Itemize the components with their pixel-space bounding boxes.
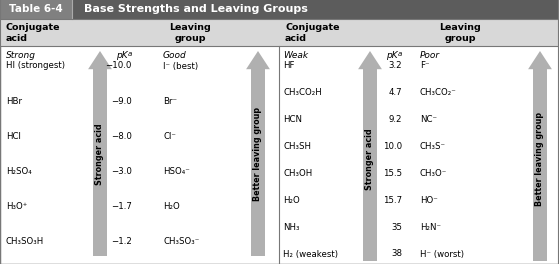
Text: 38: 38: [391, 249, 402, 258]
Text: pK: pK: [386, 51, 397, 60]
Text: 15.7: 15.7: [383, 196, 402, 205]
Text: H₂N⁻: H₂N⁻: [420, 223, 441, 232]
Bar: [0, 19, 559, 46]
Text: Br⁻: Br⁻: [163, 97, 177, 106]
Text: I⁻ (best): I⁻ (best): [163, 62, 198, 70]
Text: Leaving
group: Leaving group: [169, 23, 211, 43]
Polygon shape: [88, 51, 112, 256]
Text: a: a: [398, 50, 402, 56]
Text: HBr: HBr: [6, 97, 22, 106]
Text: 15.5: 15.5: [383, 169, 402, 178]
Text: HSO₄⁻: HSO₄⁻: [163, 167, 190, 176]
Text: H₂O: H₂O: [163, 202, 180, 211]
Text: Base Strengths and Leaving Groups: Base Strengths and Leaving Groups: [84, 4, 308, 15]
Text: CH₃SO₃H: CH₃SO₃H: [6, 238, 44, 247]
Text: Stronger acid: Stronger acid: [366, 128, 375, 190]
Text: 4.7: 4.7: [389, 88, 402, 97]
Text: CH₃S⁻: CH₃S⁻: [420, 142, 446, 151]
Text: Leaving
group: Leaving group: [439, 23, 481, 43]
Text: −9.0: −9.0: [111, 97, 132, 106]
Text: H₂ (weakest): H₂ (weakest): [283, 249, 338, 258]
Text: Better leaving group: Better leaving group: [536, 112, 544, 206]
Text: Poor: Poor: [420, 51, 440, 60]
Text: 9.2: 9.2: [389, 115, 402, 124]
Text: HCN: HCN: [283, 115, 302, 124]
Text: pK: pK: [116, 51, 127, 60]
Polygon shape: [528, 51, 552, 261]
Text: 10.0: 10.0: [383, 142, 402, 151]
Text: Table 6-4: Table 6-4: [9, 4, 63, 15]
Text: −3.0: −3.0: [111, 167, 132, 176]
Polygon shape: [246, 51, 270, 256]
Text: NC⁻: NC⁻: [420, 115, 437, 124]
Text: H₂O: H₂O: [283, 196, 300, 205]
Text: Cl⁻: Cl⁻: [163, 132, 176, 141]
Text: F⁻: F⁻: [420, 62, 429, 70]
Text: HI (strongest): HI (strongest): [6, 62, 65, 70]
Text: CH₃O⁻: CH₃O⁻: [420, 169, 447, 178]
Text: H⁻ (worst): H⁻ (worst): [420, 249, 464, 258]
Text: −8.0: −8.0: [111, 132, 132, 141]
Text: Conjugate
acid: Conjugate acid: [285, 23, 339, 43]
Bar: [0, 0, 559, 19]
Text: HF: HF: [283, 62, 295, 70]
Text: CH₃OH: CH₃OH: [283, 169, 312, 178]
Text: NH₃: NH₃: [283, 223, 300, 232]
Text: Conjugate
acid: Conjugate acid: [6, 23, 60, 43]
Text: HO⁻: HO⁻: [420, 196, 438, 205]
Text: −1.7: −1.7: [111, 202, 132, 211]
Text: a: a: [128, 50, 132, 56]
Text: 3.2: 3.2: [389, 62, 402, 70]
Text: HCl: HCl: [6, 132, 21, 141]
Polygon shape: [358, 51, 382, 261]
Text: −1.2: −1.2: [111, 238, 132, 247]
Text: CH₃CO₂H: CH₃CO₂H: [283, 88, 322, 97]
Text: Good: Good: [163, 51, 187, 60]
Text: CH₃SO₃⁻: CH₃SO₃⁻: [163, 238, 199, 247]
Text: CH₃CO₂⁻: CH₃CO₂⁻: [420, 88, 457, 97]
Text: H₃O⁺: H₃O⁺: [6, 202, 27, 211]
Text: Weak: Weak: [283, 51, 308, 60]
Text: H₂SO₄: H₂SO₄: [6, 167, 32, 176]
Bar: [0, 0, 72, 19]
Text: 35: 35: [391, 223, 402, 232]
Text: Strong: Strong: [6, 51, 36, 60]
Text: Better leaving group: Better leaving group: [253, 107, 263, 201]
Text: −10.0: −10.0: [106, 62, 132, 70]
Text: Stronger acid: Stronger acid: [96, 123, 105, 185]
Text: CH₃SH: CH₃SH: [283, 142, 311, 151]
